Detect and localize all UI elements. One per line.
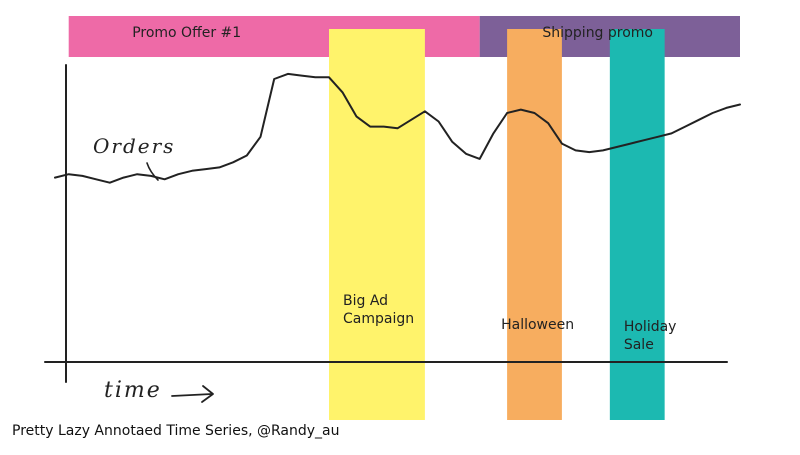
x-axis-label: time [104,378,162,403]
chart-footer: Pretty Lazy Annotaed Time Series, @Randy… [12,423,340,439]
band-halloween [507,29,562,420]
x-axis-arrow-head [201,385,214,403]
band-label-shipping-promo: Shipping promo [542,25,653,41]
band-text-holiday-sale-1: Holiday [624,319,677,335]
band-big-ad-campaign [329,29,425,420]
band-text-halloween-1: Halloween [501,317,574,333]
series-line-orders [54,72,741,184]
band-label-promo-offer-1: Promo Offer #1 [132,25,241,41]
band-text-big-ad-campaign-1: Big Ad [343,293,388,309]
y-axis-label-pointer [146,162,159,181]
y-axis-label: Orders [93,134,175,158]
x-axis-arrow-shaft [171,393,213,397]
band-holiday-sale [609,29,665,420]
band-text-holiday-sale-2: Sale [624,337,654,353]
band-text-big-ad-campaign-2: Campaign [343,311,414,327]
